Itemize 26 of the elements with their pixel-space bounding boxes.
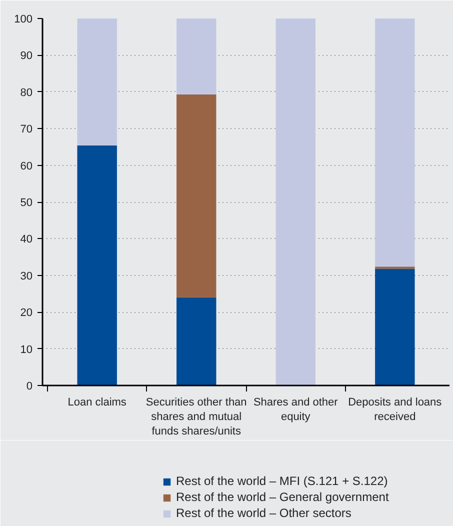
x-tick-label: Securities other than shares and mutual funds shares/units — [146, 396, 247, 438]
legend-label: Rest of the world – MFI (S.121 + S.122) — [176, 474, 388, 488]
y-tick-label: 90 — [20, 50, 33, 62]
y-tick-label: 20 — [20, 307, 33, 320]
bar — [375, 18, 415, 267]
y-tick-label: 10 — [20, 344, 33, 356]
bar — [77, 18, 117, 146]
y-tick-label: 100 — [14, 14, 33, 26]
bar — [176, 94, 216, 298]
y-tick-label: 80 — [20, 86, 33, 99]
x-tick-label: Deposits and loans received — [348, 396, 442, 423]
y-tick-label: 50 — [20, 197, 33, 209]
bar — [176, 18, 216, 94]
bar — [276, 18, 316, 386]
y-tick-label: 70 — [20, 124, 33, 136]
legend-label: Rest of the world – Other sectors — [176, 506, 352, 520]
y-tick-label: 0 — [26, 380, 33, 392]
bar — [375, 268, 415, 386]
bar — [77, 145, 117, 386]
y-tick-label: 30 — [20, 270, 33, 282]
y-tick-label: 40 — [20, 234, 33, 246]
x-tick-label: Shares and other equity — [253, 396, 338, 423]
y-tick-label: 60 — [20, 160, 33, 172]
x-tick-label: Loan claims — [68, 396, 127, 408]
bar — [176, 297, 216, 386]
legend-label: Rest of the world – General government — [176, 490, 389, 504]
